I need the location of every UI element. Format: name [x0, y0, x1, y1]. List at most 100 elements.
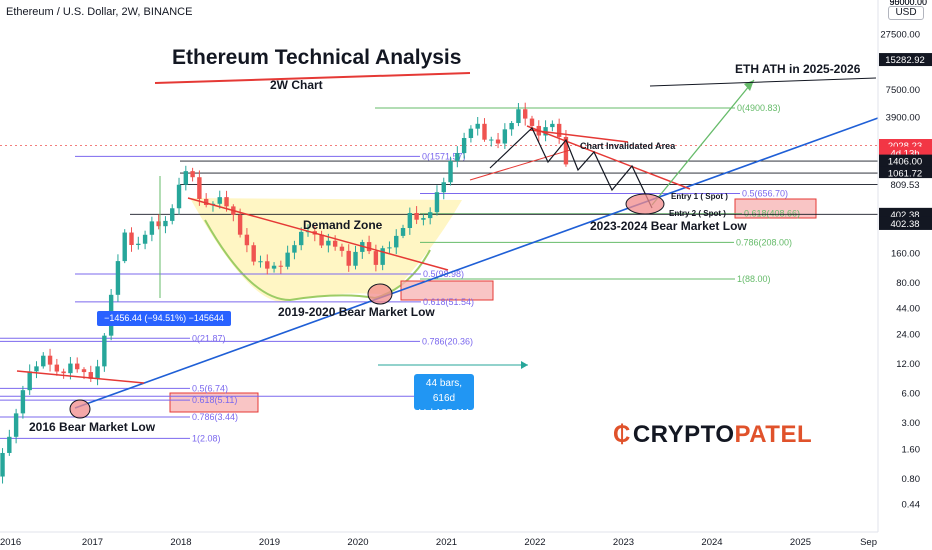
candle-body: [163, 220, 168, 227]
candle-body: [183, 171, 189, 185]
candle-body: [427, 212, 433, 219]
currency-button[interactable]: USD: [888, 6, 924, 20]
price-tag-label: 4d 13h: [890, 149, 919, 160]
resistance-trend-line-2018: [187, 197, 449, 271]
price-tag-label: 809.53: [890, 180, 919, 191]
candles-layer: [0, 102, 569, 484]
y-tick-label: 7500.00: [886, 85, 920, 96]
candle-body: [176, 184, 182, 209]
bars-measure-line2: Vol 187.1M: [418, 408, 470, 419]
candle-body: [434, 192, 440, 213]
candle-body: [88, 372, 93, 379]
annotation-eth-ath: ETH ATH in 2025-2026: [735, 62, 861, 76]
ath-projection-arrow: [651, 79, 755, 206]
price-tag: [879, 154, 932, 168]
candle-body: [461, 138, 467, 154]
candle-body: [441, 182, 446, 193]
candle-body: [68, 363, 73, 374]
support-trend-line-2021: [469, 149, 571, 181]
price-tag-label: 1406.00: [888, 157, 922, 168]
candle-body: [523, 109, 528, 119]
price-tag: [879, 53, 932, 67]
x-tick-label: 2025: [790, 537, 811, 548]
candle-body: [285, 252, 290, 267]
candle-body: [27, 371, 32, 391]
fib-level-label: 0.786(208.00): [736, 237, 792, 247]
annotation-demand-zone: Demand Zone: [303, 218, 383, 232]
annotation-bear-2023: 2023-2024 Bear Market Low: [590, 219, 747, 233]
candle-body: [197, 177, 202, 199]
candle-body: [170, 208, 175, 221]
fib-level-label: 0(21.87): [192, 333, 226, 343]
page-subtitle: 2W Chart: [270, 78, 323, 92]
y-tick-label: 6.00: [902, 388, 921, 399]
candle-body: [509, 123, 514, 130]
y-tick-label: 95000.00: [889, 0, 927, 7]
candle-body: [129, 232, 134, 246]
x-tick-label: 2023: [613, 537, 634, 548]
candle-body: [353, 251, 358, 266]
chart-background-layer: [0, 145, 878, 413]
price-tag-label: 402.38: [890, 210, 919, 221]
y-tick-label: 0.80: [902, 474, 921, 485]
candle-body: [346, 250, 351, 266]
fib-level-label: 0(4900.83): [737, 103, 781, 113]
candle-body: [95, 366, 100, 379]
bear-market-low-marker: [367, 283, 393, 305]
price-axis-background: [878, 0, 932, 532]
price-tag-label: 15282.92: [885, 55, 925, 66]
bars-measure-box: 44 bars, 616d Vol 187.1M: [414, 374, 474, 419]
ath-target-line: [649, 77, 877, 87]
fib-level-label: 0.5(656.70): [742, 189, 788, 199]
fib-level-label: 0.5(6.74): [192, 383, 228, 393]
candle-body: [156, 221, 161, 227]
candle-body: [299, 231, 304, 246]
price-tag-label: 2028.23: [888, 141, 922, 152]
x-tick-label: 2022: [524, 537, 545, 548]
candle-body: [75, 363, 80, 370]
x-tick-label: Sep: [860, 537, 877, 548]
candle-body: [529, 118, 535, 126]
fib-level-label: 0.786(20.36): [422, 336, 473, 346]
fib-target-box: [169, 392, 259, 413]
bear-market-low-marker: [625, 193, 665, 215]
candle-body: [115, 261, 121, 295]
candle-body: [339, 246, 345, 251]
candle-body: [556, 123, 562, 137]
price-tag-label: 1061.72: [888, 169, 922, 180]
fib-level-label: 0.618(51.54): [423, 297, 474, 307]
fib-level-label: 0(1571.57): [422, 151, 466, 161]
bars-measure-line1: 44 bars, 616d: [425, 378, 463, 404]
candle-body: [407, 212, 413, 229]
candle-body: [271, 265, 277, 269]
page-title: Ethereum Technical Analysis: [172, 46, 462, 69]
candle-body: [421, 218, 426, 220]
cryptopatel-logo: ₵CRYPTOPATEL: [613, 421, 812, 449]
candle-body: [373, 251, 379, 265]
y-tick-label: 1.60: [902, 445, 921, 456]
candle-body: [265, 261, 270, 269]
candle-body: [563, 136, 569, 165]
candle-body: [203, 198, 209, 206]
candle-body: [550, 123, 555, 128]
y-tick-label: 50000.00: [889, 0, 927, 7]
candle-body: [502, 129, 508, 144]
candle-body: [326, 240, 331, 246]
price-tag: [879, 216, 932, 230]
candle-body: [489, 139, 494, 141]
price-tag: [879, 178, 932, 192]
x-tick-label: 2017: [82, 537, 103, 548]
candle-body: [20, 390, 26, 414]
y-tick-label: 44.00: [896, 304, 920, 315]
candle-body: [47, 355, 53, 365]
fib-level-label: 0.618(5.11): [192, 395, 237, 405]
candle-body: [414, 212, 419, 220]
resistance-trend-line-2022: [526, 125, 691, 190]
bear-market-low-marker: [69, 399, 91, 419]
candle-body: [142, 234, 148, 244]
candle-body: [400, 228, 406, 236]
invalidated-area-line: [529, 129, 629, 143]
candle-body: [332, 240, 338, 247]
